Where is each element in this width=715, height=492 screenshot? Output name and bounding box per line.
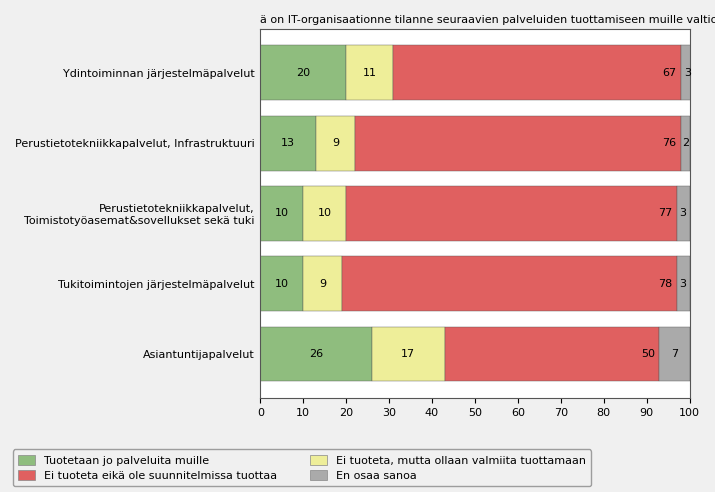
Text: 11: 11 xyxy=(363,68,377,78)
Bar xyxy=(681,116,689,171)
Text: 50: 50 xyxy=(641,349,655,359)
Bar xyxy=(342,256,676,311)
Text: 3: 3 xyxy=(679,209,686,218)
Bar xyxy=(303,256,342,311)
Bar xyxy=(316,116,355,171)
Bar xyxy=(659,327,689,381)
Text: 3: 3 xyxy=(679,278,686,289)
Bar xyxy=(355,116,681,171)
Bar xyxy=(346,186,676,241)
Text: 78: 78 xyxy=(658,278,672,289)
Text: 10: 10 xyxy=(317,209,332,218)
Text: 26: 26 xyxy=(309,349,323,359)
Bar xyxy=(260,45,346,100)
Text: 2: 2 xyxy=(681,138,689,148)
Text: 7: 7 xyxy=(671,349,678,359)
Text: 67: 67 xyxy=(663,68,676,78)
Bar xyxy=(260,116,316,171)
Text: 9: 9 xyxy=(319,278,326,289)
Text: ä on IT-organisaationne tilanne seuraavien palveluiden tuottamiseen muille valti: ä on IT-organisaationne tilanne seuraavi… xyxy=(260,15,715,25)
Bar xyxy=(260,186,303,241)
Bar xyxy=(676,256,689,311)
Legend: Tuotetaan jo palveluita muille, Ei tuoteta eikä ole suunnitelmissa tuottaa, Ei t: Tuotetaan jo palveluita muille, Ei tuote… xyxy=(13,449,591,487)
Bar xyxy=(260,327,372,381)
Bar xyxy=(393,45,681,100)
Text: 77: 77 xyxy=(658,209,672,218)
Text: 13: 13 xyxy=(281,138,295,148)
Text: 76: 76 xyxy=(663,138,676,148)
Bar xyxy=(372,327,445,381)
Text: 10: 10 xyxy=(275,209,289,218)
Bar xyxy=(676,186,689,241)
Bar xyxy=(260,256,303,311)
Text: 3: 3 xyxy=(684,68,691,78)
Bar xyxy=(445,327,659,381)
Bar xyxy=(681,45,694,100)
Text: 17: 17 xyxy=(401,349,415,359)
Bar xyxy=(303,186,346,241)
Text: 10: 10 xyxy=(275,278,289,289)
Text: 9: 9 xyxy=(332,138,339,148)
Bar xyxy=(346,45,393,100)
Text: 20: 20 xyxy=(296,68,310,78)
